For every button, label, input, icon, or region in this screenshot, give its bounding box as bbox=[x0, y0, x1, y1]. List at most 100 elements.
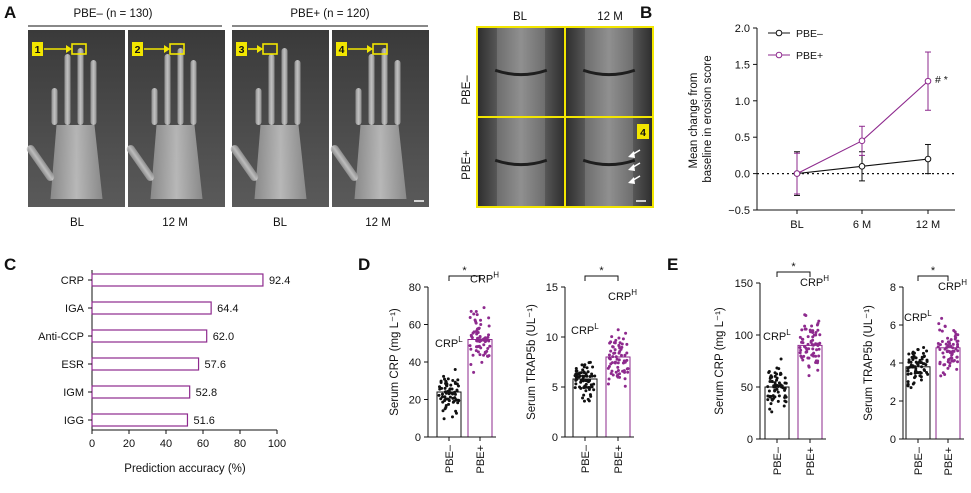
dp-point-D2-1-63 bbox=[616, 365, 620, 369]
dp-point-E2-1-65 bbox=[956, 342, 960, 346]
xray-marker-box-1 bbox=[32, 42, 43, 56]
dp-point-D1-1-68 bbox=[472, 312, 476, 316]
dp-point-D2-1-35 bbox=[622, 359, 626, 363]
dp-point-D1-0-54 bbox=[451, 392, 455, 396]
erosion-arrow-head-1 bbox=[628, 151, 635, 158]
dp-point-E2-1-2 bbox=[946, 336, 950, 340]
dp-point-D1-1-53 bbox=[470, 336, 474, 340]
dp-point-E2-1-53 bbox=[955, 339, 959, 343]
dp-point-E2-0-46 bbox=[926, 372, 930, 376]
c-category-1: IGA bbox=[65, 303, 85, 315]
dp-point-E2-1-60 bbox=[937, 322, 941, 326]
dp-point-D1-1-39 bbox=[468, 315, 472, 319]
dp-point-D2-1-38 bbox=[611, 345, 615, 349]
erosion-arrow-head-3 bbox=[628, 177, 635, 184]
dp-point-E2-0-22 bbox=[912, 376, 916, 380]
xray-finger-4-4 bbox=[394, 60, 401, 125]
dp-point-D2-1-6 bbox=[621, 337, 625, 341]
dp-point-E1-1-44 bbox=[807, 374, 811, 378]
dp-point-E2-1-37 bbox=[946, 366, 950, 370]
dp-point-E2-1-26 bbox=[956, 360, 960, 364]
dp-point-D2-1-34 bbox=[616, 328, 620, 332]
xray-marker-4: 4 bbox=[339, 44, 345, 56]
dp-point-D2-0-52 bbox=[588, 360, 592, 364]
group-label-neg: PBE– (n = 130) bbox=[74, 8, 153, 20]
b-point-1-1 bbox=[858, 137, 866, 145]
dp-point-E1-1-43 bbox=[810, 343, 814, 347]
dp-point-D1-1-48 bbox=[474, 345, 478, 349]
c-value-label-3: 57.6 bbox=[205, 359, 226, 371]
dp-point-D2-0-50 bbox=[584, 372, 588, 376]
panel-c: CRP 92.4 IGA 64.4 Anti-CCP 62.0 ESR 57.6 IGM 52.8… bbox=[38, 270, 290, 475]
dp-group-sup-E2-0: L bbox=[927, 309, 932, 318]
xray-arrow-head-4 bbox=[367, 45, 373, 53]
dp-ytick-label-E1-2: 100 bbox=[735, 330, 753, 342]
dp-point-E1-0-67 bbox=[783, 386, 787, 390]
dp-point-E2-1-8 bbox=[949, 338, 953, 342]
xray-label-4: 12 M bbox=[365, 217, 391, 229]
dp-point-D2-0-44 bbox=[593, 374, 597, 378]
panel-letter-d: D bbox=[358, 255, 370, 274]
dp-point-D1-0-7 bbox=[440, 392, 444, 396]
dp-point-E2-0-67 bbox=[914, 356, 918, 360]
dp-point-D1-0-59 bbox=[450, 415, 454, 419]
xray-finger-3-2 bbox=[268, 54, 275, 125]
dp-point-D2-0-29 bbox=[582, 399, 586, 403]
dp-ytick-label-E1-0: 0 bbox=[747, 434, 753, 446]
dp-point-E1-1-53 bbox=[805, 348, 809, 352]
xray-finger-4-2 bbox=[368, 54, 375, 125]
erosion-arrow-head-2 bbox=[628, 164, 635, 171]
zoom-image-2 bbox=[566, 28, 652, 116]
dp-point-E2-1-3 bbox=[951, 346, 955, 350]
dp-point-E1-1-46 bbox=[806, 342, 810, 346]
b-annotation: # * bbox=[935, 74, 948, 86]
zoom-joint-4 bbox=[582, 158, 636, 167]
dp-point-E2-0-60 bbox=[915, 371, 919, 375]
dp-point-D1-0-65 bbox=[451, 396, 455, 400]
xray-marker-1: 1 bbox=[35, 44, 41, 56]
dp-point-E2-0-34 bbox=[924, 363, 928, 367]
dp-point-D2-1-2 bbox=[616, 368, 620, 372]
xray-finger-3-4 bbox=[294, 60, 301, 125]
dp-point-D2-0-35 bbox=[590, 374, 594, 378]
dp-point-E2-1-52 bbox=[939, 374, 943, 378]
dp-point-E2-1-55 bbox=[954, 347, 958, 351]
dp-point-E1-1-7 bbox=[803, 313, 807, 317]
dp-point-E1-0-45 bbox=[779, 357, 783, 361]
c-xtick-label-3: 60 bbox=[197, 438, 209, 450]
dp-point-E1-1-20 bbox=[809, 339, 813, 343]
dp-point-E2-0-59 bbox=[907, 360, 911, 364]
xray-palm-2 bbox=[150, 125, 203, 199]
dp-point-E1-0-31 bbox=[768, 379, 772, 383]
dp-point-E2-1-13 bbox=[936, 345, 940, 349]
dp-point-D1-1-36 bbox=[480, 338, 484, 342]
legend-marker-pos bbox=[775, 51, 783, 59]
dotplot-E2: 0 2 4 6 8 Serum TRAP5b (UL⁻¹) PBE– CRPL PBE+ CRPH… bbox=[863, 265, 967, 475]
dp-point-E1-1-0 bbox=[803, 324, 807, 328]
dp-point-E1-1-21 bbox=[816, 368, 820, 372]
dp-point-E2-1-14 bbox=[941, 351, 945, 355]
dp-ytick-label-E1-3: 150 bbox=[735, 278, 753, 290]
dp-point-E1-0-47 bbox=[775, 387, 779, 391]
xray-marker-box-2 bbox=[132, 42, 143, 56]
xray-finger-3-3 bbox=[281, 48, 288, 125]
dp-point-D1-1-22 bbox=[487, 333, 491, 337]
panel-letter-b: B bbox=[640, 3, 652, 22]
dp-point-D1-1-7 bbox=[478, 353, 482, 357]
dp-point-E1-0-51 bbox=[774, 385, 778, 389]
dp-point-E1-0-39 bbox=[768, 395, 772, 399]
dp-point-E2-0-63 bbox=[913, 365, 917, 369]
dp-point-D1-0-68 bbox=[453, 380, 457, 384]
dp-point-E2-0-16 bbox=[909, 386, 913, 390]
b-ytick-label-0: −0.5 bbox=[728, 205, 750, 217]
dp-point-E2-1-9 bbox=[942, 355, 946, 359]
xray-finger-2-4 bbox=[190, 60, 197, 125]
dp-point-E2-0-35 bbox=[919, 378, 923, 382]
dp-point-E1-1-49 bbox=[817, 354, 821, 358]
dp-point-D2-0-22 bbox=[582, 393, 586, 397]
dp-group-sup-E1-0: L bbox=[786, 328, 791, 337]
dp-xtick-label-E1-1: PBE+ bbox=[805, 447, 817, 475]
dp-point-D1-1-65 bbox=[476, 327, 480, 331]
c-category-5: IGG bbox=[64, 415, 84, 427]
dp-point-D2-0-68 bbox=[574, 378, 578, 382]
